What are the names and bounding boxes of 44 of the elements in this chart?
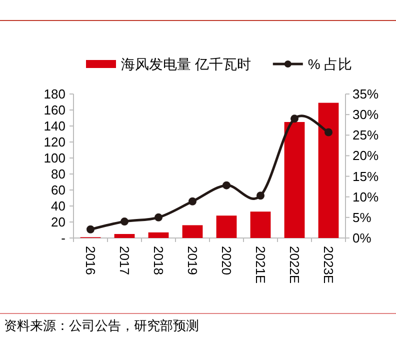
y2-tick-label: 0% (352, 230, 372, 246)
y2-tick-label: 30% (352, 107, 379, 122)
y-tick-label: 120 (44, 134, 66, 150)
bar (182, 225, 203, 238)
text: 资料来源：公司公告，研究部预测 (4, 318, 199, 333)
point (120, 218, 128, 226)
x-tick-label: 2021E (253, 246, 268, 284)
x-tick-label: 2020 (219, 246, 234, 275)
bar (148, 232, 169, 238)
bar (216, 216, 237, 238)
y-tick-label: 80 (51, 166, 66, 182)
x-tick-label: 2017 (117, 246, 132, 275)
legend-label: 海风发电量 亿千瓦时 (121, 56, 251, 72)
x-tick-label: 2023E (321, 246, 336, 284)
point (188, 197, 196, 206)
y2-tick-label: 35% (352, 86, 379, 102)
x-tick-label: 2018 (151, 246, 166, 275)
point (324, 128, 332, 136)
y-tick-label: 160 (44, 102, 66, 118)
x-tick-label: 2019 (185, 246, 200, 275)
bar (114, 234, 135, 238)
y-tick-label: 60 (51, 182, 66, 198)
y2-tick-label: 25% (352, 128, 379, 143)
bar (318, 102, 339, 238)
y-tick-label: - (61, 230, 66, 246)
point (86, 225, 94, 234)
y2-tick-label: 20% (352, 148, 379, 164)
y2-tick-label: 5% (352, 210, 372, 225)
x-tick-label: 2016 (83, 246, 98, 275)
y-tick-label: 180 (44, 86, 66, 102)
y2-tick-label: 15% (352, 168, 379, 184)
y-tick-label: 20 (51, 214, 66, 230)
point (256, 192, 264, 200)
legend-label: % 占比 (308, 56, 352, 72)
y-tick-label: 40 (51, 198, 66, 214)
point (222, 181, 230, 190)
bar (284, 122, 305, 238)
point (154, 213, 162, 222)
y-tick-label: 140 (44, 118, 66, 134)
bar (250, 212, 271, 238)
y-tick-label: 100 (44, 150, 66, 166)
y2-tick-label: 10% (352, 189, 379, 204)
point (290, 114, 298, 123)
x-tick-label: 2022E (287, 246, 302, 284)
